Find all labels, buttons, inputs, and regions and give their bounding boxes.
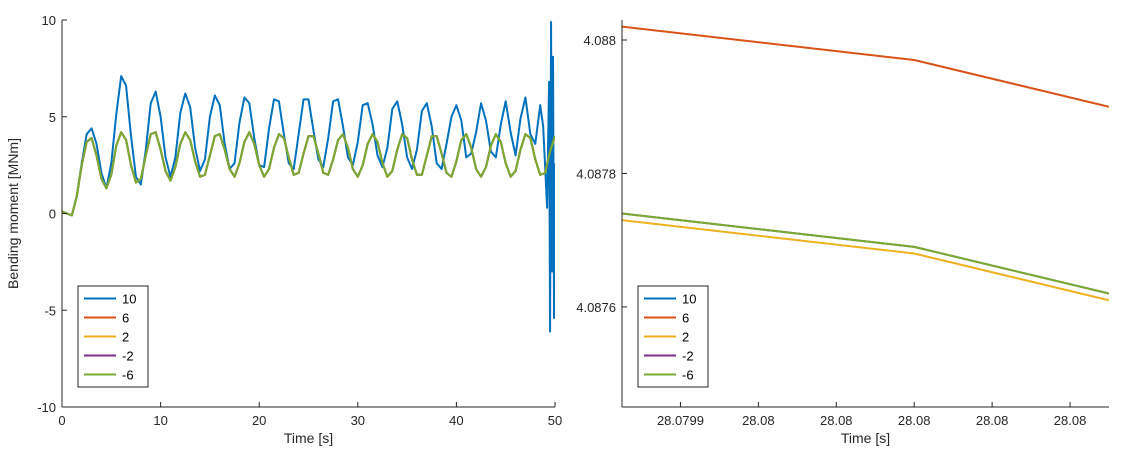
legend: 10 6 2 -2 -6	[637, 285, 709, 388]
x-tick-label: 0	[58, 413, 65, 428]
legend-label: 2	[682, 330, 689, 345]
x-tick-label: 28.08	[1054, 413, 1087, 428]
series-group	[622, 25, 1109, 302]
x-tick-label: 28.08	[976, 413, 1009, 428]
x-tick-label: 10	[153, 413, 167, 428]
x-tick-label: 28.08	[742, 413, 775, 428]
y-tick-label: 4.088	[583, 33, 616, 48]
series-line--6	[622, 212, 1109, 295]
chart-1: 0 10 20 30 40 50 -10 -5 0 5 10 Time [s] Bending mome…	[5, 13, 562, 446]
y-tick-label: 4.0878	[576, 166, 616, 181]
x-tick-label: 40	[449, 413, 463, 428]
series-line-2	[622, 219, 1109, 302]
y-tick-label: 5	[49, 110, 56, 125]
series-line--6	[62, 131, 555, 217]
legend-label: 10	[682, 292, 696, 307]
x-axis-label: Time [s]	[841, 430, 890, 446]
series-line-6	[622, 25, 1109, 108]
y-tick-label: -10	[37, 400, 56, 415]
legend-label: -6	[682, 368, 694, 383]
y-tick-label: 0	[49, 207, 56, 222]
legend-label: 2	[122, 330, 129, 345]
x-axis-label: Time [s]	[284, 430, 333, 446]
series-group	[62, 20, 555, 333]
y-tick-label: 4.0876	[576, 300, 616, 315]
x-tick-label: 50	[548, 413, 562, 428]
x-tick-label: 30	[351, 413, 365, 428]
legend-label: -6	[122, 368, 134, 383]
y-tick-label: 10	[42, 13, 56, 28]
x-tick-label: 28.08	[898, 413, 931, 428]
chart-2: 28.0799 28.08 28.08 28.08 28.08 28.08 4.0876 4.…	[576, 20, 1109, 446]
series-line-10	[62, 20, 555, 333]
x-tick-label: 28.0799	[657, 413, 704, 428]
legend-label: 6	[122, 311, 129, 326]
legend-label: 6	[682, 311, 689, 326]
series-line--2	[622, 212, 1109, 295]
y-axis-label: Bending moment [MNm]	[5, 138, 21, 289]
legend-label: -2	[682, 349, 694, 364]
legend: 10 6 2 -2 -6	[77, 285, 149, 388]
y-tick-label: -5	[44, 303, 56, 318]
x-tick-label: 20	[252, 413, 266, 428]
legend-label: -2	[122, 349, 134, 364]
legend-label: 10	[122, 292, 136, 307]
x-tick-label: 28.08	[820, 413, 853, 428]
